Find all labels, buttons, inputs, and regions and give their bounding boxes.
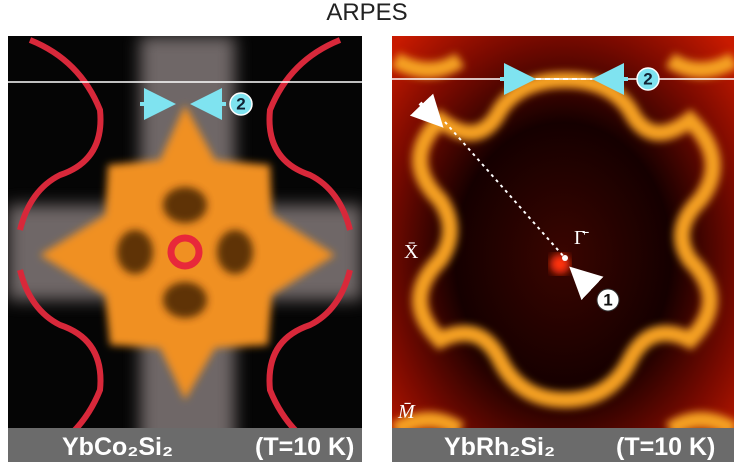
compound-label: YbCo₂Si₂ bbox=[62, 433, 173, 461]
marker-number: 2 bbox=[236, 95, 245, 114]
compound-label: YbRh₂Si₂ bbox=[444, 433, 555, 461]
figure-title: ARPES bbox=[326, 0, 407, 26]
arpes-map-right bbox=[392, 36, 734, 460]
gamma-point bbox=[562, 255, 568, 261]
marker-number: 2 bbox=[643, 70, 652, 89]
label-bar bbox=[8, 428, 362, 462]
point-label: X̄ bbox=[404, 241, 419, 263]
marker-arrows bbox=[409, 63, 628, 301]
marker-badge bbox=[596, 288, 620, 312]
arpes-map-left bbox=[8, 36, 362, 460]
marker-badge bbox=[636, 67, 660, 91]
marker-badge bbox=[229, 92, 253, 116]
label-bar bbox=[392, 428, 734, 462]
marker-number: 1 bbox=[603, 291, 612, 310]
condition-label: (T=10 K) bbox=[616, 433, 715, 461]
condition-label: (T=10 K) bbox=[255, 433, 354, 461]
point-label: M̄ bbox=[397, 401, 416, 423]
